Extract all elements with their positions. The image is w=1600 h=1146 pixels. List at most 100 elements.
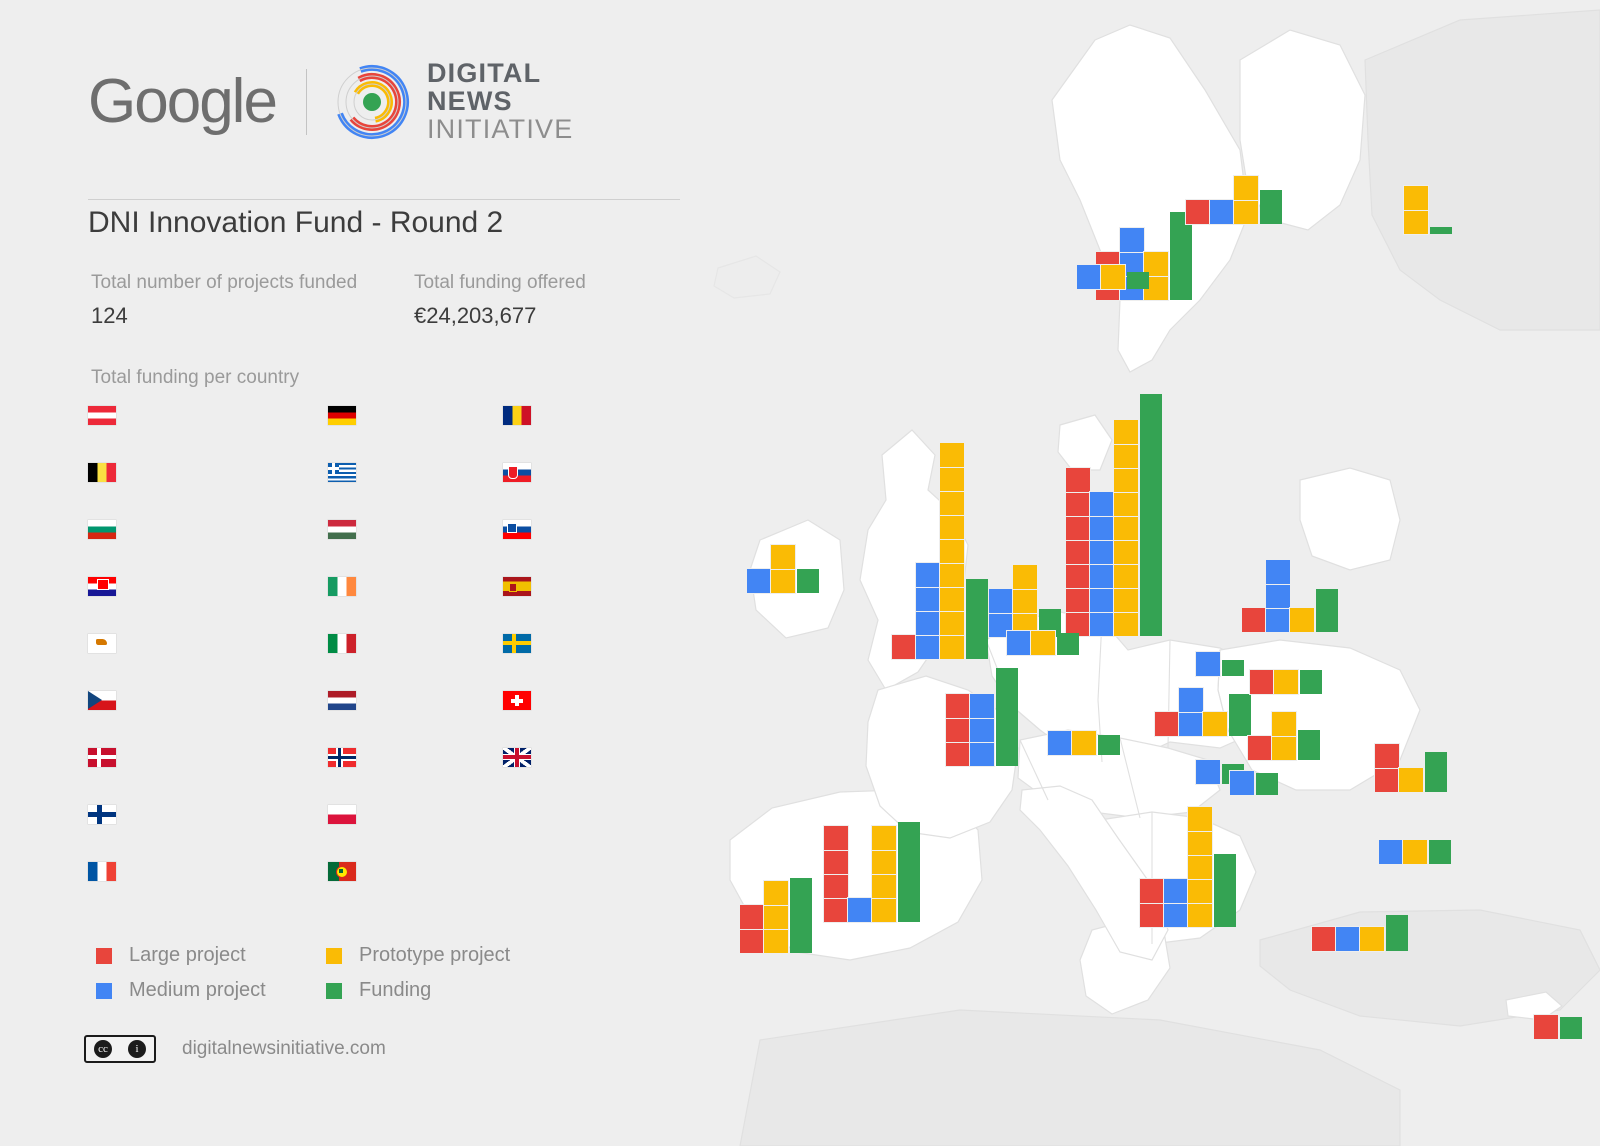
marker-cell-prototype	[1101, 265, 1125, 289]
marker-funding-bar	[1316, 589, 1338, 632]
map-marker-denmark	[1077, 265, 1151, 289]
marker-cell-prototype	[1072, 731, 1096, 755]
legend-label-medium: Medium project	[129, 979, 266, 1001]
marker-funding-bar	[1256, 773, 1278, 795]
marker-cell-prototype	[940, 635, 964, 659]
marker-funding-bar	[996, 668, 1018, 766]
marker-cell-medium	[1266, 584, 1290, 608]
marker-cell-large	[1066, 540, 1090, 564]
map-marker-netherlands	[989, 565, 1063, 637]
marker-cell-medium	[1090, 564, 1114, 588]
stat-projects: Total number of projects funded 124	[91, 272, 357, 329]
marker-cell-large	[1066, 516, 1090, 540]
marker-cell-medium	[989, 589, 1013, 613]
dni-line-1: DIGITAL	[426, 58, 542, 89]
marker-cell-large	[824, 826, 848, 850]
marker-cell-prototype	[940, 563, 964, 587]
marker-cell-large	[1248, 736, 1272, 760]
marker-cell-prototype	[1013, 565, 1037, 589]
marker-funding-bar	[1170, 212, 1192, 300]
marker-cell-prototype	[1114, 588, 1138, 612]
flag-icon-pl	[328, 805, 356, 824]
marker-cell-medium	[1164, 879, 1188, 903]
flag-icon-be	[88, 463, 116, 482]
left-panel: Google DIGITAL NEWS INITIATIVE	[0, 0, 700, 1146]
marker-cell-prototype	[1360, 927, 1384, 951]
marker-cell-medium	[1090, 588, 1114, 612]
marker-cell-prototype	[1114, 492, 1138, 516]
marker-cell-large	[740, 905, 764, 929]
marker-cell-prototype	[1188, 807, 1212, 831]
europe-map	[700, 0, 1600, 1146]
flag-icon-se	[503, 634, 531, 653]
flag-icon-cz	[88, 691, 116, 710]
marker-cell-prototype	[872, 874, 896, 898]
marker-cell-large	[1066, 564, 1090, 588]
dni-wordmark: DIGITAL NEWS INITIATIVE	[427, 60, 574, 143]
map-marker-finland	[1404, 186, 1454, 234]
marker-cell-medium	[1007, 631, 1031, 655]
footer: cc i digitalnewsinitiative.com	[84, 1035, 386, 1063]
marker-cell-large	[946, 694, 970, 718]
marker-cell-large	[1140, 879, 1164, 903]
map-marker-cyprus	[1534, 1015, 1584, 1039]
map-marker-belgium	[1007, 631, 1081, 655]
map-marker-poland	[1242, 560, 1340, 632]
marker-cell-prototype	[1272, 712, 1296, 736]
footer-url[interactable]: digitalnewsinitiative.com	[182, 1038, 386, 1059]
flag-icon-es	[503, 577, 531, 596]
marker-cell-large	[1140, 903, 1164, 927]
marker-cell-medium	[1266, 608, 1290, 632]
marker-cell-prototype	[1114, 468, 1138, 492]
title-divider	[88, 199, 680, 200]
marker-cell-prototype	[940, 515, 964, 539]
marker-cell-prototype	[1031, 631, 1055, 655]
marker-cell-prototype	[1403, 840, 1427, 864]
marker-cell-prototype	[872, 826, 896, 850]
marker-cell-large	[1066, 468, 1090, 492]
marker-cell-prototype	[940, 587, 964, 611]
marker-cell-medium	[1179, 688, 1203, 712]
page-title: DNI Innovation Fund - Round 2	[88, 206, 504, 239]
flag-icon-cy	[88, 634, 116, 653]
marker-cell-prototype	[1234, 200, 1258, 224]
marker-funding-bar	[1429, 840, 1451, 864]
marker-cell-medium	[848, 898, 872, 922]
flag-icon-hr	[88, 577, 116, 596]
marker-cell-medium	[1120, 228, 1144, 252]
marker-cell-large	[740, 929, 764, 953]
marker-cell-medium	[1090, 540, 1114, 564]
marker-cell-prototype	[1272, 736, 1296, 760]
marker-funding-bar	[1214, 854, 1236, 927]
stat-projects-value: 124	[91, 303, 128, 328]
marker-cell-prototype	[1114, 420, 1138, 444]
marker-cell-prototype	[940, 467, 964, 491]
marker-cell-medium	[1048, 731, 1072, 755]
marker-cell-prototype	[764, 881, 788, 905]
map-marker-austria	[1155, 688, 1253, 736]
flag-icon-dk	[88, 748, 116, 767]
marker-cell-prototype	[940, 491, 964, 515]
map-marker-switzerland	[1048, 731, 1122, 755]
marker-cell-prototype	[1188, 831, 1212, 855]
flag-icon-it	[328, 634, 356, 653]
map-marker-italy	[1140, 807, 1238, 927]
marker-cell-large	[1155, 712, 1179, 736]
flag-icon-at	[88, 406, 116, 425]
map-marker-bulgaria	[1379, 840, 1453, 864]
marker-cell-medium	[1196, 652, 1220, 676]
marker-cell-prototype	[1114, 612, 1138, 636]
marker-cell-large	[946, 742, 970, 766]
marker-cell-prototype	[1114, 516, 1138, 540]
map-marker-greece	[1312, 915, 1410, 951]
marker-funding-bar	[790, 878, 812, 953]
marker-cell-prototype	[940, 539, 964, 563]
marker-cell-prototype	[940, 611, 964, 635]
map-marker-slovakia	[1250, 670, 1324, 694]
map-marker-hungary	[1248, 712, 1322, 760]
marker-cell-prototype	[1404, 210, 1428, 234]
creative-commons-icon: cc i	[84, 1035, 156, 1063]
flag-icon-bg	[88, 520, 116, 539]
marker-cell-large	[1066, 588, 1090, 612]
